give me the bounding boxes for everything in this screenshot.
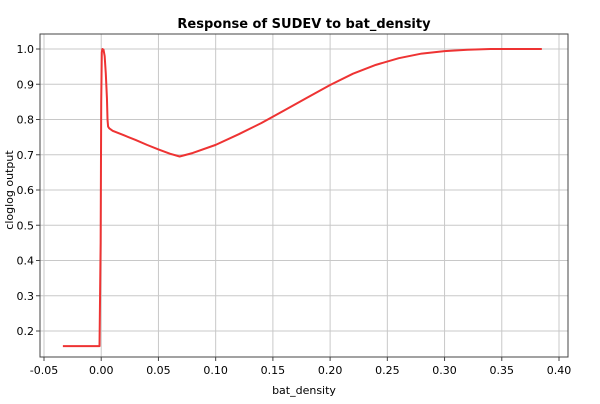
y-tick-label: 0.7 xyxy=(17,149,35,162)
x-tick-label: -0.05 xyxy=(30,364,58,377)
x-tick-label: 0.35 xyxy=(490,364,515,377)
y-tick-label: 0.3 xyxy=(17,290,35,303)
y-tick-label: 0.4 xyxy=(17,255,35,268)
x-tick-label: 0.25 xyxy=(375,364,400,377)
x-tick-label: 0.15 xyxy=(261,364,286,377)
x-axis-label: bat_density xyxy=(272,384,336,397)
y-tick-label: 0.9 xyxy=(17,78,35,91)
x-tick-label: 0.40 xyxy=(547,364,572,377)
x-tick-label: 0.00 xyxy=(89,364,114,377)
y-tick-label: 1.0 xyxy=(17,43,35,56)
x-tick-label: 0.20 xyxy=(318,364,343,377)
plot-area xyxy=(39,33,569,358)
y-tick-label: 0.5 xyxy=(17,219,35,232)
x-tick-label: 0.05 xyxy=(146,364,171,377)
y-tick-label: 0.2 xyxy=(17,325,35,338)
series-layer xyxy=(62,48,542,348)
chart-title: Response of SUDEV to bat_density xyxy=(177,17,431,32)
x-tick-label: 0.30 xyxy=(432,364,457,377)
x-tick-label: 0.10 xyxy=(203,364,228,377)
plot-area-border xyxy=(39,33,569,358)
y-tick-label: 0.8 xyxy=(17,114,35,127)
series-line xyxy=(62,48,542,348)
y-tick-label: 0.6 xyxy=(17,184,35,197)
y-axis-label: cloglog output xyxy=(3,150,16,230)
x-axis-ticks: -0.05 0.00 0.05 0.10 0.15 0.20 0.25 0.30 0.35 0.4… xyxy=(30,357,571,377)
y-axis-ticks: 0.2 0.3 0.4 0.5 0.6 0.7 0.8 0.9 1.0 xyxy=(17,43,40,338)
